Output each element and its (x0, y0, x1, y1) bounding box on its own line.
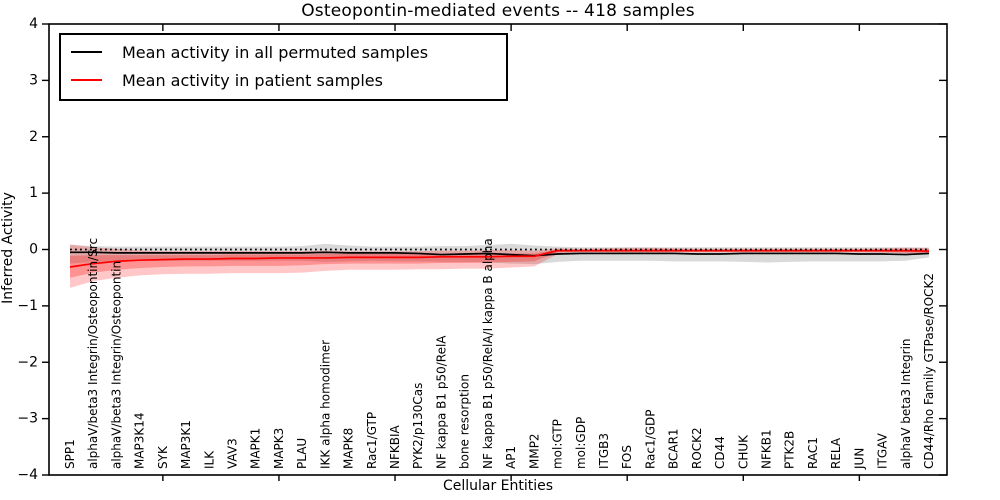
y-tick-label: 0 (29, 242, 38, 258)
y-tick-label: 3 (29, 72, 38, 88)
legend-label-permuted: Mean activity in all permuted samples (122, 42, 429, 62)
legend: Mean activity in all permuted samples Me… (59, 33, 508, 101)
x-category-label: PLAU (295, 438, 309, 469)
y-tick-label: −3 (17, 411, 38, 427)
x-category-label: MMP2 (527, 433, 541, 469)
x-category-label: bone resorption (458, 374, 472, 469)
x-category-label: BCAR1 (667, 428, 681, 469)
patient-range-inner-band (70, 249, 929, 278)
y-axis-ticks: 4 3 2 1 0 −1 −2 −3 −4 (17, 16, 947, 483)
x-category-label: ROCK2 (690, 427, 704, 469)
legend-label-patient: Mean activity in patient samples (122, 70, 383, 90)
x-category-label: VAV3 (226, 438, 240, 469)
x-category-label: RELA (829, 437, 843, 469)
y-tick-label: −4 (17, 467, 38, 483)
permuted-mean-line (70, 251, 930, 257)
x-category-label: ILK (202, 450, 216, 469)
x-category-label: AP1 (504, 446, 518, 469)
x-category-label: NFKB1 (759, 429, 773, 469)
x-category-label: Rac1/GTP (365, 412, 379, 469)
x-category-label: CD44 (713, 436, 727, 469)
chart-title: Osteopontin-mediated events -- 418 sampl… (301, 1, 695, 21)
x-category-label: SYK (156, 445, 170, 469)
x-category-label: alphaV/beta3 Integrin/Osteopontin/Src (86, 238, 100, 469)
patient-line-swatch (71, 79, 102, 81)
x-category-label: CD44/Rho Family GTPase/ROCK2 (922, 273, 936, 469)
x-category-label: PYK2/p130Cas (411, 383, 425, 469)
x-category-label: mol:GDP (574, 417, 588, 469)
patient-mean-line (69, 249, 930, 268)
x-axis-title: Cellular Entities (442, 478, 554, 494)
x-category-label: JUN (852, 448, 866, 470)
x-category-label: SPP1 (63, 439, 77, 469)
x-category-label: MAP3K14 (133, 412, 147, 469)
x-category-label: PTK2B (783, 431, 797, 469)
x-category-label: ITGB3 (597, 433, 611, 469)
x-category-label: MAPK3 (272, 428, 286, 469)
legend-item-patient: Mean activity in patient samples (61, 66, 506, 94)
y-tick-label: 4 (29, 16, 38, 32)
x-category-label: FOS (620, 445, 634, 469)
y-tick-label: −1 (17, 298, 38, 314)
x-category-label: NFKBIA (388, 424, 402, 469)
x-category-label: Rac1/GDP (643, 410, 657, 469)
y-tick-label: 1 (29, 185, 38, 201)
x-category-label: MAPK1 (249, 428, 263, 469)
patient-range-outer-band (70, 244, 929, 288)
x-category-labels: SPP1 alphaV/beta3 Integrin/Osteopontin/Sr… (63, 238, 936, 470)
x-category-label: CHUK (736, 434, 750, 469)
y-tick-label: 2 (29, 129, 38, 145)
series-lines (69, 249, 930, 268)
y-axis-title: Inferred Activity (0, 192, 16, 304)
x-category-label: NF kappa B1 p50/RelA/I kappa B alpha (481, 238, 495, 469)
x-category-label: alphaV/beta3 Integrin/Osteopontin (109, 261, 123, 469)
y-tick-label: −2 (17, 354, 38, 370)
x-category-label: mol:GTP (551, 419, 565, 469)
x-category-label: MAPK8 (342, 428, 356, 469)
legend-item-permuted: Mean activity in all permuted samples (61, 38, 506, 66)
x-category-label: RAC1 (806, 437, 820, 469)
x-axis-ticks (162, 24, 861, 481)
x-category-label: MAP3K1 (179, 420, 193, 469)
x-category-label: ITGAV (876, 432, 890, 469)
x-category-label: IKK alpha homodimer (318, 340, 332, 469)
x-category-label: alphaV beta3 Integrin (899, 338, 913, 469)
x-category-label: NF kappa B1 p50/RelA (434, 335, 448, 469)
permuted-line-swatch (71, 51, 102, 53)
